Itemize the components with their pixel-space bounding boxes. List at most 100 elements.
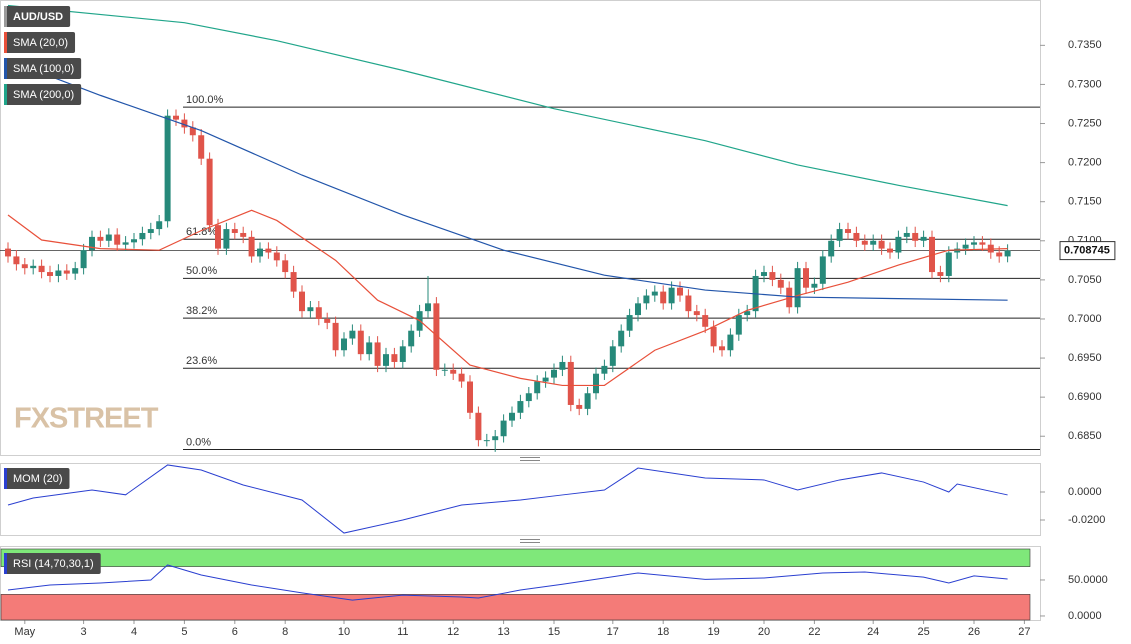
- candle-body: [895, 236, 902, 253]
- candle-body: [719, 346, 725, 351]
- candle-body: [13, 256, 20, 265]
- candle-body: [206, 158, 213, 226]
- x-tick-label: 20: [758, 626, 770, 638]
- candle-body: [475, 412, 482, 441]
- candle-body: [584, 393, 591, 409]
- candle-body: [971, 242, 977, 245]
- candle-body: [492, 436, 499, 441]
- candle-body: [500, 420, 507, 437]
- candle-body: [248, 236, 255, 257]
- y-tick-label: 50.0000: [1068, 574, 1108, 586]
- candle-body: [979, 242, 986, 245]
- candle-body: [945, 252, 952, 276]
- candle-body: [122, 242, 129, 245]
- candle-body: [819, 256, 826, 284]
- candle-body: [147, 229, 154, 233]
- legend-label: SMA (20,0): [13, 37, 68, 49]
- candle-body: [38, 265, 45, 273]
- candle-body: [609, 346, 616, 366]
- candle-body: [189, 127, 196, 136]
- candle-body: [517, 401, 524, 413]
- candle-body: [534, 381, 541, 394]
- legend-swatch: [4, 32, 7, 53]
- candle-body: [231, 229, 238, 233]
- candle-body: [483, 440, 490, 442]
- y-tick-label: 0.7300: [1068, 78, 1102, 90]
- candle-body: [954, 248, 961, 253]
- legend-box: [4, 32, 76, 53]
- price-panel-frame: [0, 0, 1041, 456]
- x-tick-label: 8: [282, 626, 288, 638]
- fib-label: 100.0%: [186, 94, 224, 106]
- last-price-box: [1059, 241, 1116, 261]
- x-tick-label: 27: [1018, 626, 1030, 638]
- candle-body: [282, 260, 289, 273]
- candle-body: [332, 322, 339, 351]
- candle-body: [660, 291, 667, 304]
- candle-body: [114, 234, 121, 245]
- y-tick-label: 0.6900: [1068, 391, 1102, 403]
- candle-body: [845, 229, 851, 233]
- candle-body: [315, 307, 322, 319]
- fib-label: 23.6%: [186, 355, 217, 367]
- x-tick-label: 12: [447, 626, 459, 638]
- candle-body: [97, 236, 104, 241]
- legend-label: AUD/USD: [13, 11, 63, 23]
- candle-body: [63, 270, 70, 274]
- panel-grip: [520, 457, 540, 543]
- candle-body: [668, 287, 675, 304]
- candle-body: [164, 115, 171, 222]
- y-tick-label: -0.0200: [1068, 514, 1105, 526]
- candle-body: [1004, 250, 1011, 257]
- candle-body: [198, 135, 205, 159]
- candle-body: [349, 330, 356, 339]
- rsi-panel-frame: [0, 546, 1041, 621]
- candle-body: [156, 221, 163, 230]
- y-tick-label: 0.7350: [1068, 39, 1102, 51]
- candle-body: [433, 303, 440, 370]
- candle-body: [551, 369, 557, 378]
- candle-body: [559, 361, 566, 370]
- candle-body: [920, 236, 927, 241]
- y-tick-label: 0.7250: [1068, 117, 1102, 129]
- candle-body: [181, 119, 188, 128]
- fib-label: 61.8%: [186, 226, 217, 238]
- x-tick-label: 3: [81, 626, 87, 638]
- x-tick-label: 11: [397, 626, 408, 638]
- candle-body: [861, 240, 868, 245]
- candle-body: [903, 232, 910, 237]
- candle-body: [391, 354, 398, 362]
- indicator-line: [7, 464, 1008, 534]
- indicator-line: [7, 564, 1008, 601]
- candle-body: [47, 272, 53, 276]
- candle-body: [651, 291, 658, 296]
- candle-body: [215, 225, 221, 249]
- candle-body: [567, 361, 574, 405]
- fib-label: 38.2%: [186, 305, 217, 317]
- candle-body: [383, 354, 389, 366]
- legend-box: [4, 468, 70, 489]
- oversold-zone: [0, 594, 1031, 621]
- candle-body: [341, 338, 347, 351]
- candle-body: [240, 232, 247, 237]
- legend-box: [4, 553, 101, 574]
- legend-swatch: [4, 58, 7, 79]
- candle-body: [509, 412, 515, 421]
- last-price-label: 0.708745: [1064, 245, 1110, 257]
- candle-body: [601, 365, 608, 374]
- watermark: FXSTREET: [14, 403, 159, 435]
- candle-body: [80, 250, 87, 269]
- candle-body: [693, 311, 700, 316]
- fib-label: 0.0%: [186, 436, 211, 448]
- candle-body: [357, 330, 364, 355]
- x-tick-label: 5: [181, 626, 187, 638]
- candle-body: [727, 334, 734, 351]
- y-tick-label: 0.6950: [1068, 352, 1102, 364]
- mom-panel-frame: [0, 463, 1041, 536]
- candle-body: [374, 342, 381, 366]
- legend-box: [4, 58, 82, 79]
- candle-body: [643, 295, 650, 304]
- candle-body: [408, 330, 415, 347]
